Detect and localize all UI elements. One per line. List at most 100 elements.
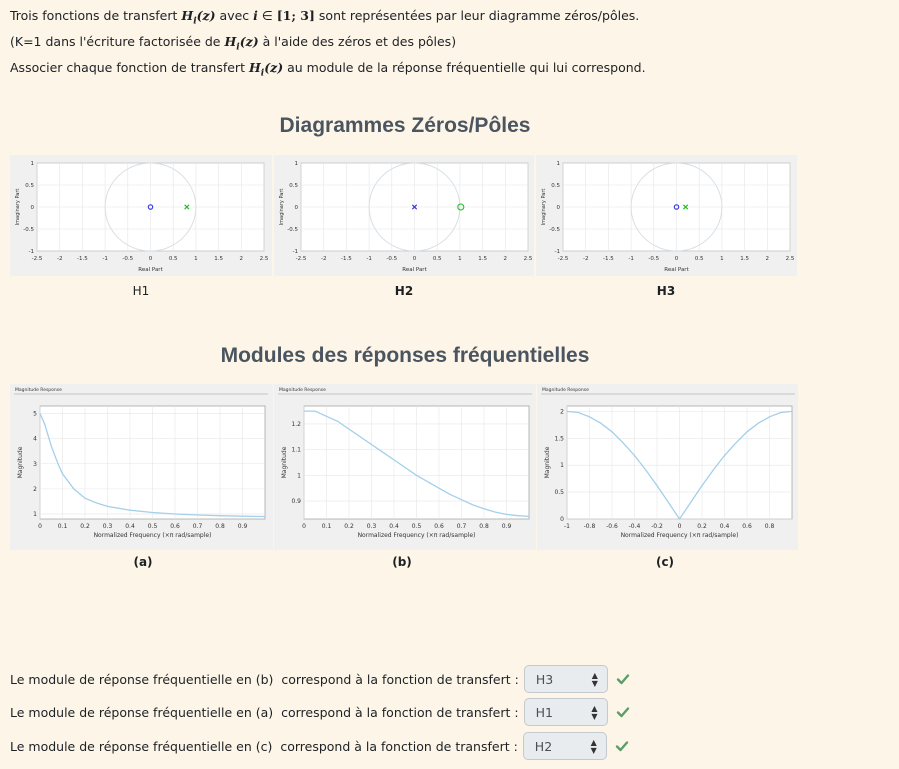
caption-h2: H2: [394, 284, 414, 298]
y-tick-label: -1: [29, 249, 34, 255]
question-text: Le module de réponse fréquentielle en (a…: [10, 704, 519, 720]
answer-select[interactable]: H2 ▲ ▼: [522, 732, 607, 760]
x-tick-label: 1: [720, 256, 724, 262]
x-tick-label: 0.4: [389, 523, 399, 530]
chart-title: Magnitude Response: [542, 387, 589, 393]
y-tick-label: 0: [557, 205, 561, 211]
freq-plot-b: Magnitude Response 0 0.1 0.2 0.3 0.4 0.5 0.6 0.7…: [274, 384, 536, 550]
correct-check-icon: [615, 741, 628, 752]
x-tick-label: 2.5: [260, 256, 269, 262]
y-tick-label: 1.5: [554, 435, 564, 442]
y-axis-label: Imaginary Part: [279, 189, 285, 226]
select-caret-icon: ▲ ▼: [591, 671, 598, 688]
y-tick-label: 1: [557, 161, 561, 167]
x-tick-label: 0.4: [125, 523, 135, 530]
y-tick-label: 1.2: [291, 421, 301, 428]
x-tick-label: 0.6: [742, 523, 752, 530]
y-tick-label: 0.5: [25, 183, 34, 189]
y-tick-label: 1: [31, 161, 35, 167]
y-axis-label: Magnitude: [281, 446, 288, 478]
magnitude-curve: [566, 410, 793, 521]
y-tick-label: 0.5: [551, 183, 560, 189]
x-tick-label: 0.3: [103, 523, 113, 530]
y-tick-label: -0.5: [23, 227, 34, 233]
y-tick-label: 3: [33, 461, 37, 468]
x-tick-label: 1: [194, 256, 198, 262]
correct-check-icon: [616, 674, 630, 685]
x-tick-label: 0: [413, 256, 417, 262]
unit-circle: [104, 162, 197, 252]
x-tick-label: -0.6: [606, 523, 618, 530]
x-tick-label: 0.7: [457, 523, 467, 530]
y-axis-label: Imaginary Part: [541, 189, 547, 226]
x-axis-label: Normalized Frequency (×π rad/sample): [94, 532, 212, 539]
x-tick-label: 0.5: [695, 256, 704, 262]
y-tick-label: 0.5: [289, 183, 298, 189]
y-tick-label: 5: [33, 411, 37, 418]
zero-marker: [147, 204, 154, 210]
y-tick-label: -1: [555, 249, 560, 255]
y-tick-label: 0.5: [554, 489, 564, 496]
x-tick-label: 0.8: [765, 523, 775, 530]
x-tick-label: 2: [504, 256, 508, 262]
x-tick-label: 0.1: [58, 523, 68, 530]
freq-plot-c: Magnitude Response -1 -0.8 -0.6 -0.4 -0.2 0 0.2…: [537, 384, 798, 550]
x-tick-label: 0.2: [697, 523, 707, 530]
instruction-line-3: Associer chaque fonction de transfert Hi…: [10, 60, 646, 79]
pole-marker: [184, 204, 190, 210]
pz-plot-h3: -2.5 -2 -1.5 -1 -0.5 0 0.5 1 1.5 2 2.5 1 0.5 0 -0.5 -1 R…: [536, 155, 797, 276]
question-row: Le module de réponse fréquentielle en (c…: [10, 731, 629, 761]
x-tick-label: -2: [321, 256, 326, 262]
pz-plot-h2: -2.5 -2 -1.5 -1 -0.5 0 0.5 1 1.5 2 2.5 1 0.5 0 -0.5 -1 R…: [274, 155, 534, 276]
pz-plot-h1: -2.5 -2 -1.5 -1 -0.5 0 0.5 1 1.5 2 2.5 1 0.5 0 -0.5 -1 R…: [10, 155, 272, 276]
x-tick-label: 0.3: [367, 523, 377, 530]
x-tick-label: 0: [678, 523, 682, 530]
y-tick-label: 1: [33, 511, 37, 518]
x-tick-label: -2: [57, 256, 62, 262]
caption-b: (b): [392, 555, 412, 569]
y-tick-label: 0: [560, 516, 564, 523]
answer-select[interactable]: H3 ▲ ▼: [523, 665, 608, 693]
x-axis-label: Real Part: [138, 267, 163, 273]
caption-h3: H3: [656, 284, 676, 298]
x-tick-label: 0: [38, 523, 42, 530]
x-axis-label: Real Part: [664, 267, 689, 273]
magnitude-curve: [304, 410, 530, 518]
x-axis-label: Normalized Frequency (×π rad/sample): [358, 532, 476, 539]
x-tick-label: -2.5: [296, 256, 307, 262]
x-axis-label: Normalized Frequency (×π rad/sample): [621, 532, 739, 539]
zero-marker: [457, 203, 465, 211]
x-tick-label: 0.6: [170, 523, 180, 530]
x-tick-label: 0: [149, 256, 153, 262]
x-tick-label: -0.4: [629, 523, 641, 530]
freq-plot-a: Magnitude Response 0 0.1 0.2 0.3 0.4 0.5 0.6 0.7…: [10, 384, 273, 550]
x-tick-label: 2.5: [524, 256, 533, 262]
x-tick-label: 2: [240, 256, 244, 262]
x-tick-label: 0.8: [215, 523, 225, 530]
x-tick-label: 0.9: [502, 523, 512, 530]
unit-circle: [630, 162, 723, 252]
x-tick-label: 0: [302, 523, 306, 530]
x-tick-label: 0.5: [169, 256, 178, 262]
x-tick-label: 1.5: [740, 256, 749, 262]
x-tick-label: -1: [564, 523, 570, 530]
x-tick-label: 1: [458, 256, 462, 262]
x-tick-label: -1: [102, 256, 107, 262]
x-tick-label: 0.2: [344, 523, 354, 530]
select-caret-icon: ▲ ▼: [590, 738, 597, 755]
question-text: Le module de réponse fréquentielle en (c…: [10, 738, 518, 754]
x-tick-label: -2.5: [558, 256, 569, 262]
chart-title: Magnitude Response: [279, 387, 326, 393]
x-tick-label: -0.5: [648, 256, 659, 262]
answer-select[interactable]: H1 ▲ ▼: [523, 698, 608, 726]
select-value: H3: [535, 671, 554, 687]
y-tick-label: 0: [31, 205, 35, 211]
magnitude-curve: [39, 413, 266, 518]
select-caret-icon: ▲ ▼: [591, 704, 598, 721]
x-tick-label: -1.5: [341, 256, 352, 262]
y-tick-label: -1: [293, 249, 298, 255]
instructions: Trois fonctions de transfert Hi(z) avec …: [10, 6, 646, 84]
y-tick-label: 1: [295, 161, 299, 167]
x-tick-label: 0.2: [80, 523, 90, 530]
select-value: H1: [535, 704, 553, 720]
